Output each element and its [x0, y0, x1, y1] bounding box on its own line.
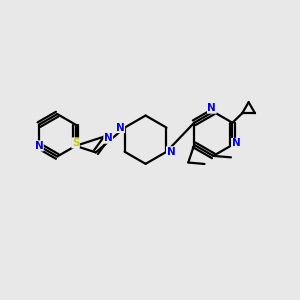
Text: N: N: [208, 103, 216, 113]
Text: S: S: [72, 138, 80, 148]
Text: N: N: [34, 141, 43, 151]
Text: N: N: [116, 123, 124, 133]
Text: N: N: [232, 138, 240, 148]
Text: N: N: [167, 147, 175, 157]
Text: N: N: [104, 133, 112, 143]
